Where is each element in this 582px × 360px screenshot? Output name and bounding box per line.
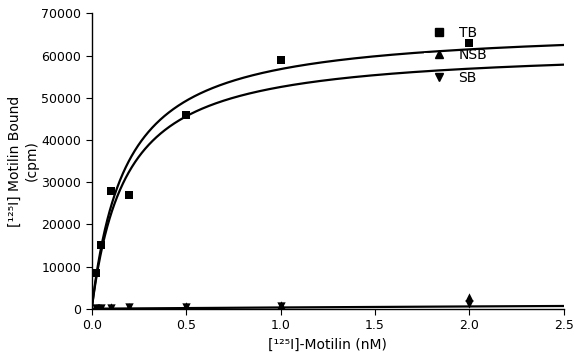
Point xyxy=(125,305,134,310)
Point xyxy=(276,303,285,309)
Point xyxy=(106,305,115,310)
X-axis label: [¹²⁵I]-Motilin (nM): [¹²⁵I]-Motilin (nM) xyxy=(268,338,387,352)
Point xyxy=(106,305,115,311)
Point xyxy=(97,305,106,311)
Point xyxy=(92,305,101,311)
Point xyxy=(182,303,191,309)
Point xyxy=(97,243,106,248)
Point xyxy=(182,112,191,117)
Point xyxy=(92,305,101,311)
Y-axis label: [¹²⁵I] Motilin Bound
(cpm): [¹²⁵I] Motilin Bound (cpm) xyxy=(8,95,38,227)
Point xyxy=(182,304,191,310)
Point xyxy=(276,302,285,308)
Point xyxy=(125,192,134,198)
Point xyxy=(276,57,285,63)
Point xyxy=(464,40,474,46)
Point xyxy=(464,294,474,300)
Point xyxy=(106,188,115,193)
Legend: TB, NSB, SB: TB, NSB, SB xyxy=(420,20,493,90)
Point xyxy=(464,301,474,306)
Point xyxy=(125,304,134,310)
Point xyxy=(92,270,101,276)
Point xyxy=(97,305,106,311)
